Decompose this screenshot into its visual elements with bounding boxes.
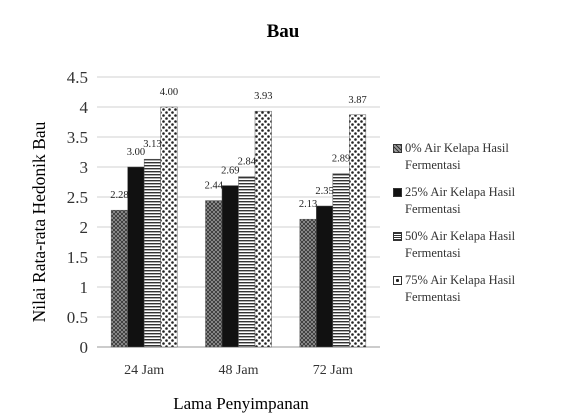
bar (238, 176, 256, 348)
y-tick-label: 0.5 (67, 308, 88, 327)
y-tick-label: 1 (80, 278, 89, 297)
legend: 0% Air Kelapa Hasil Fermentasi 25% Air Ke… (393, 140, 561, 316)
y-tick-label: 4 (80, 98, 89, 117)
bar (254, 110, 272, 348)
data-label: 2.35 (315, 186, 333, 197)
x-tick-label: 72 Jam (313, 363, 353, 378)
bar (221, 185, 239, 348)
x-axis-title: Lama Penyimpanan (173, 394, 309, 413)
legend-label: 75% Air Kelapa Hasil Fermentasi (405, 273, 516, 304)
bar (316, 205, 334, 348)
legend-swatch (393, 144, 402, 153)
legend-swatch (393, 188, 402, 197)
y-tick-label: 3 (80, 158, 89, 177)
data-label: 3.87 (348, 95, 366, 106)
y-tick-label: 3.5 (67, 128, 88, 147)
y-tick-label: 0 (80, 338, 89, 357)
data-label: 2.69 (221, 166, 239, 177)
y-tick-label: 2.5 (67, 188, 88, 207)
data-label: 2.13 (299, 199, 317, 210)
data-label: 2.28 (110, 190, 128, 201)
bar (349, 114, 367, 348)
chart-title: Bau (267, 21, 300, 42)
data-labels: 2.28 3.003.13 4.00 2.44 2.692.84 3.93 2.13 2.35… (110, 87, 367, 210)
bar (299, 218, 317, 348)
bar (127, 166, 145, 348)
y-axis-ticks: 0 0.5 1 1.5 2 2.5 3 3.5 4 4.5 (67, 68, 89, 357)
bar (332, 173, 350, 348)
data-label: 2.89 (332, 154, 350, 165)
y-tick-label: 4.5 (67, 68, 88, 87)
legend-item: 0% Air Kelapa Hasil Fermentasi (393, 140, 561, 174)
bars (110, 106, 367, 348)
y-axis-title: Nilai Rata-rata Hedonik Bau (29, 121, 49, 322)
data-label: 2.44 (205, 181, 224, 192)
legend-label: 0% Air Kelapa Hasil Fermentasi (405, 141, 509, 172)
legend-item: 75% Air Kelapa Hasil Fermentasi (393, 272, 561, 306)
data-label: 3.13 (143, 139, 161, 150)
y-tick-label: 1.5 (67, 248, 88, 267)
x-tick-label: 48 Jam (218, 363, 258, 378)
data-label: 4.00 (160, 87, 178, 98)
legend-swatch (393, 232, 402, 241)
data-label: 2.84 (238, 157, 257, 168)
legend-item: 25% Air Kelapa Hasil Fermentasi (393, 184, 561, 218)
legend-label: 25% Air Kelapa Hasil Fermentasi (405, 185, 516, 216)
bar (110, 209, 128, 348)
data-label: 3.93 (254, 91, 272, 102)
legend-swatch (393, 276, 402, 285)
y-tick-label: 2 (80, 218, 89, 237)
data-label: 3.00 (127, 147, 145, 158)
x-axis-ticks: 24 Jam 48 Jam 72 Jam (124, 363, 353, 378)
legend-label: 50% Air Kelapa Hasil Fermentasi (405, 229, 516, 260)
legend-item: 50% Air Kelapa Hasil Fermentasi (393, 228, 561, 262)
bar (205, 200, 223, 348)
bar (160, 106, 178, 348)
x-tick-label: 24 Jam (124, 363, 164, 378)
bar (143, 158, 161, 348)
